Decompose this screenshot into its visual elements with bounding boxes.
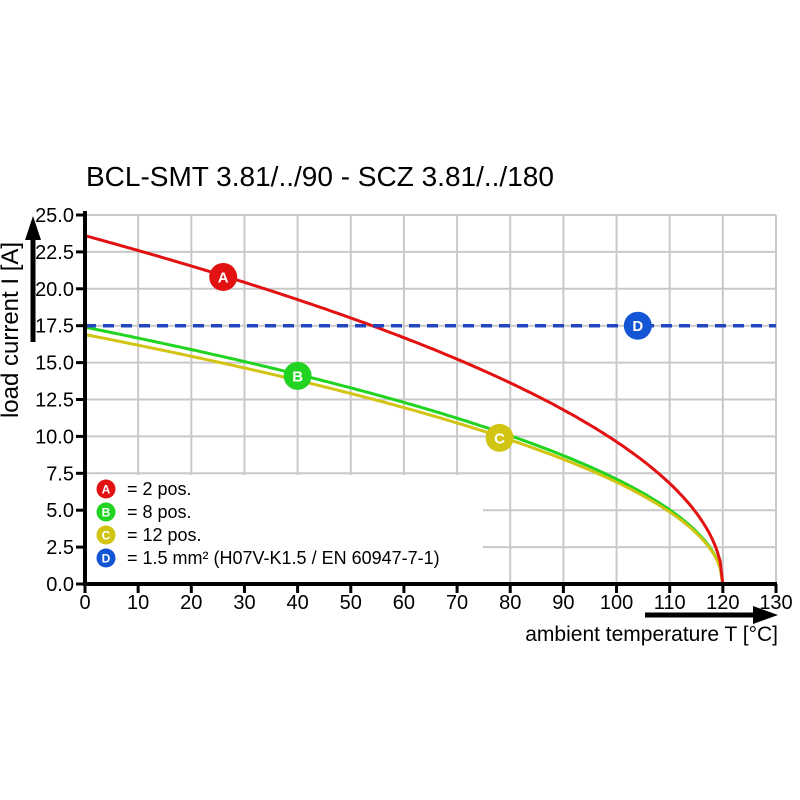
x-axis-label: ambient temperature T [°C] bbox=[525, 623, 778, 646]
legend-item-A: A = 2 pos. bbox=[96, 479, 192, 499]
tick-label-y-22.5: 22.5 bbox=[35, 242, 74, 264]
marker-B-letter: B bbox=[292, 368, 303, 385]
tick-label-y-15.0: 15.0 bbox=[35, 353, 74, 375]
curve-B bbox=[84, 325, 725, 585]
tick-label-x-100: 100 bbox=[600, 592, 633, 614]
tick-label-y-10.0: 10.0 bbox=[35, 426, 74, 448]
tick-label-x-40: 40 bbox=[286, 592, 308, 614]
tick-label-y-25.0: 25.0 bbox=[35, 205, 74, 227]
tick-label-y-12.5: 12.5 bbox=[35, 390, 74, 412]
tick-label-x-30: 30 bbox=[233, 592, 255, 614]
marker-D-letter: D bbox=[632, 318, 643, 335]
legend-marker-B-letter: B bbox=[102, 506, 111, 520]
marker-layer: A B C D bbox=[209, 262, 652, 452]
y-axis-label: load current I [A] bbox=[0, 242, 24, 418]
legend-marker-A-letter: A bbox=[102, 483, 111, 497]
legend-marker-A-icon bbox=[96, 479, 116, 499]
legend-marker-D-icon bbox=[96, 548, 116, 568]
legend-label-A: = 2 pos. bbox=[127, 479, 192, 499]
tick-label-y-20.0: 20.0 bbox=[35, 279, 74, 301]
tick-label-x-90: 90 bbox=[552, 592, 574, 614]
legend-marker-C-icon bbox=[96, 525, 116, 545]
curve-C bbox=[84, 333, 725, 585]
legend-item-C: C = 12 pos. bbox=[96, 525, 202, 545]
legend: A = 2 pos. B = 8 pos. C = 12 pos. D = 1.… bbox=[87, 475, 483, 582]
legend-label-B: = 8 pos. bbox=[127, 502, 192, 522]
chart-title: BCL-SMT 3.81/../90 - SCZ 3.81/../180 bbox=[86, 161, 554, 192]
tick-label-y-5.0: 5.0 bbox=[46, 500, 74, 522]
tick-label-x-10: 10 bbox=[127, 592, 149, 614]
tick-label-x-120: 120 bbox=[706, 592, 739, 614]
legend-marker-B-icon bbox=[96, 502, 116, 522]
legend-box bbox=[87, 475, 483, 582]
legend-item-B: B = 8 pos. bbox=[96, 502, 192, 522]
tick-label-x-0: 0 bbox=[79, 592, 90, 614]
marker-A-letter: A bbox=[218, 269, 229, 286]
legend-marker-D-letter: D bbox=[102, 552, 111, 566]
tick-label-y-7.5: 7.5 bbox=[46, 463, 74, 485]
tick-label-x-70: 70 bbox=[446, 592, 468, 614]
tick-label-x-50: 50 bbox=[340, 592, 362, 614]
tick-label-y-2.5: 2.5 bbox=[46, 537, 74, 559]
tick-label-x-20: 20 bbox=[180, 592, 202, 614]
legend-label-C: = 12 pos. bbox=[127, 525, 202, 545]
tick-label-x-60: 60 bbox=[393, 592, 415, 614]
marker-A-icon bbox=[209, 262, 238, 291]
curve-A bbox=[84, 234, 725, 585]
x-axis-arrow bbox=[645, 606, 778, 624]
y-axis-arrow-head-icon bbox=[25, 216, 41, 240]
tick-label-x-110: 110 bbox=[654, 592, 686, 614]
marker-D-icon bbox=[623, 311, 652, 340]
legend-label-D: = 1.5 mm² (H07V-K1.5 / EN 60947-7-1) bbox=[127, 548, 440, 568]
tick-label-x-80: 80 bbox=[499, 592, 521, 614]
tick-label-y-17.5: 17.5 bbox=[35, 316, 74, 338]
curve-layer bbox=[84, 234, 776, 585]
marker-C-icon bbox=[485, 423, 514, 452]
y-axis-arrow bbox=[25, 216, 41, 342]
tick-label-y-0.0: 0.0 bbox=[46, 574, 74, 596]
legend-item-D: D = 1.5 mm² (H07V-K1.5 / EN 60947-7-1) bbox=[96, 548, 440, 568]
legend-marker-C-letter: C bbox=[102, 529, 111, 543]
tick-layer: 0 10 20 30 40 50 60 70 80 90 100 110 120 130 0.0 2.5 5.0… bbox=[35, 205, 793, 614]
tick-label-x-130: 130 bbox=[759, 592, 792, 614]
marker-B-icon bbox=[283, 361, 312, 390]
marker-C-letter: C bbox=[494, 430, 505, 447]
x-axis-arrow-head-icon bbox=[753, 606, 778, 624]
